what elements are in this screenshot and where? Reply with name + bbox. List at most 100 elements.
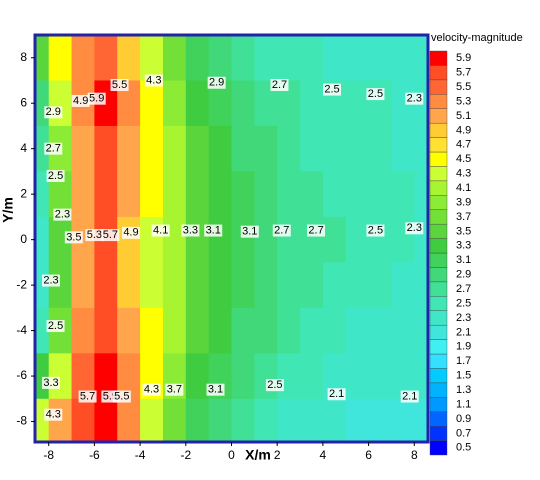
field-cell bbox=[254, 398, 278, 442]
contour-label-bg bbox=[71, 94, 90, 107]
field-cell bbox=[185, 80, 210, 127]
colorbar-swatch bbox=[429, 267, 448, 283]
contour-label-bg bbox=[112, 390, 131, 403]
contour-label-bg bbox=[323, 83, 342, 96]
field-cell bbox=[345, 35, 370, 81]
contour-label: 2.5 bbox=[324, 83, 339, 95]
field-cell bbox=[35, 216, 50, 263]
y-axis-label: Y/m bbox=[0, 197, 16, 223]
contour-label-bg bbox=[327, 388, 346, 401]
field-cell bbox=[322, 398, 347, 442]
field-cell bbox=[254, 171, 278, 218]
colorbar-label: 1.9 bbox=[456, 341, 471, 353]
field-cell bbox=[94, 398, 118, 442]
field-cell bbox=[117, 216, 141, 263]
field-cell bbox=[117, 35, 141, 81]
contour-label-bg bbox=[405, 222, 424, 235]
field-cell bbox=[231, 353, 255, 400]
field-cell bbox=[71, 216, 95, 263]
field-cell bbox=[162, 80, 187, 127]
field-cell bbox=[300, 80, 324, 127]
colorbar-swatch bbox=[429, 223, 448, 239]
colorbar-label: 2.9 bbox=[456, 269, 471, 281]
colorbar-label: 5.3 bbox=[456, 95, 471, 107]
contour-label: 2.5 bbox=[267, 379, 282, 391]
field-cell bbox=[71, 307, 95, 354]
colorbar-label: 0.5 bbox=[456, 442, 471, 454]
contour-label: 4.3 bbox=[46, 409, 61, 421]
x-tick-label: 4 bbox=[320, 448, 327, 462]
field-cell bbox=[48, 35, 73, 81]
contour-label: 3.1 bbox=[206, 224, 221, 236]
field-cell bbox=[391, 262, 415, 309]
field-cell bbox=[35, 307, 50, 354]
colorbar-label: 2.1 bbox=[456, 326, 471, 338]
colorbar-label: 3.7 bbox=[456, 211, 471, 223]
field-cell bbox=[231, 171, 255, 218]
field-cell bbox=[48, 80, 73, 127]
field-cell bbox=[94, 353, 118, 400]
contour-label-bg bbox=[181, 224, 200, 237]
colorbar-label: 1.1 bbox=[456, 398, 471, 410]
contour-label-bg bbox=[207, 76, 226, 89]
colorbar-label: 0.9 bbox=[456, 413, 471, 425]
field-cell bbox=[94, 262, 118, 309]
field-cell bbox=[185, 125, 210, 172]
field-cell bbox=[94, 125, 118, 172]
contour-label-bg bbox=[366, 224, 385, 237]
contour-label-bg bbox=[78, 390, 97, 403]
colorbar-label: 3.1 bbox=[456, 254, 471, 266]
field-cell bbox=[391, 353, 415, 400]
field-cell bbox=[368, 35, 392, 81]
field-cell bbox=[277, 35, 301, 81]
x-tick-label: -2 bbox=[180, 448, 191, 462]
colorbar-label: 0.7 bbox=[456, 427, 471, 439]
colorbar-swatch bbox=[429, 50, 448, 66]
colorbar-label: 1.7 bbox=[456, 355, 471, 367]
contour-label: 2.1 bbox=[329, 388, 344, 400]
colorbar-swatch bbox=[429, 310, 448, 326]
field-cell bbox=[300, 262, 324, 309]
colorbar-label: 4.3 bbox=[456, 168, 471, 180]
field-cell bbox=[391, 398, 415, 442]
field-cell bbox=[185, 307, 210, 354]
contour-label-bg bbox=[206, 383, 225, 396]
field-cell bbox=[231, 307, 255, 354]
contour-label: 3.5 bbox=[66, 231, 81, 243]
field-cell bbox=[185, 171, 210, 218]
field-cell bbox=[117, 125, 141, 172]
field-cell bbox=[162, 262, 187, 309]
y-tick-label: 4 bbox=[20, 141, 27, 155]
contour-label-bg bbox=[121, 226, 140, 239]
contour-label-bg bbox=[204, 224, 223, 237]
x-tick-label: 0 bbox=[228, 448, 235, 462]
field-cell bbox=[254, 307, 278, 354]
contour-label-bg bbox=[41, 376, 60, 389]
contour-label-bg bbox=[110, 79, 129, 92]
field-cell bbox=[71, 398, 95, 442]
field-cell bbox=[345, 262, 370, 309]
colorbar-swatch bbox=[429, 195, 448, 210]
field-cell bbox=[277, 307, 301, 354]
field-cell bbox=[162, 398, 187, 442]
contour-label-bg bbox=[44, 142, 63, 155]
field-cell bbox=[391, 171, 415, 218]
contour-label-bg bbox=[101, 229, 120, 242]
field-cell bbox=[254, 262, 278, 309]
colorbar-swatch bbox=[429, 324, 448, 340]
field-cell bbox=[208, 307, 232, 354]
field-cell bbox=[117, 353, 141, 400]
colorbar-swatch bbox=[429, 382, 448, 398]
y-tick-label: 0 bbox=[20, 232, 27, 246]
contour-label-bg bbox=[44, 106, 63, 119]
field-cell bbox=[345, 398, 370, 442]
field-cell bbox=[345, 307, 370, 354]
y-tick-label: -6 bbox=[16, 368, 27, 382]
contour-label-bg bbox=[46, 320, 65, 333]
field-cell bbox=[254, 216, 278, 263]
contour-label: 3.3 bbox=[43, 377, 58, 389]
colorbar-swatch bbox=[429, 79, 448, 95]
field-cell bbox=[208, 35, 232, 81]
x-axis-label: X/m bbox=[245, 447, 271, 463]
field-cell bbox=[322, 35, 347, 81]
